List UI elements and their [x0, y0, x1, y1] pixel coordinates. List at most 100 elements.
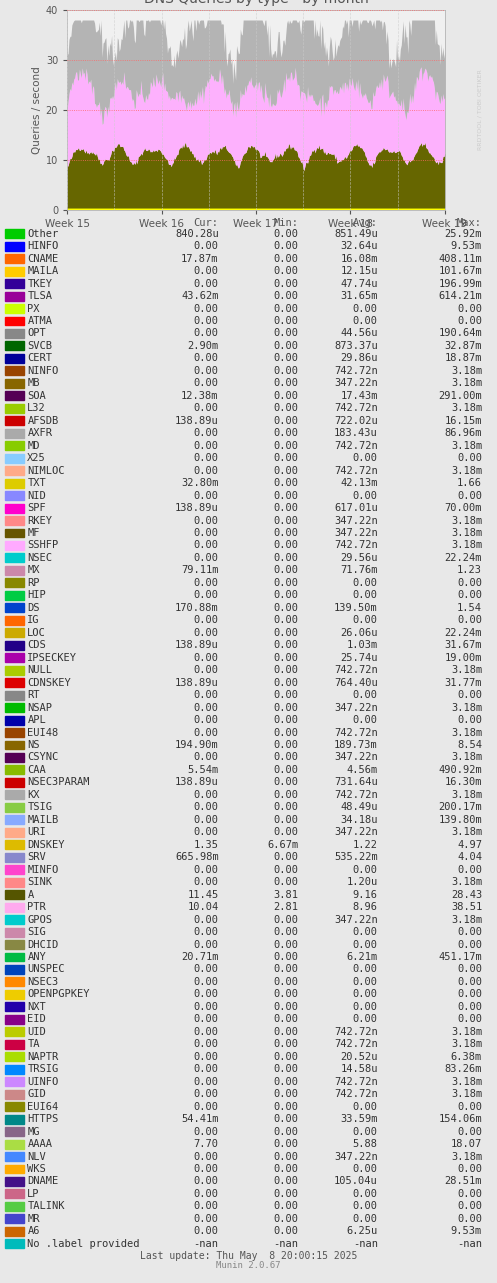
- Text: IPSECKEY: IPSECKEY: [27, 653, 78, 663]
- Text: 16.15m: 16.15m: [445, 416, 482, 426]
- Text: OPT: OPT: [27, 328, 46, 339]
- Text: 0.00: 0.00: [457, 965, 482, 975]
- Text: 0.00: 0.00: [194, 1164, 219, 1174]
- Text: 347.22n: 347.22n: [334, 516, 378, 526]
- Text: 0.00: 0.00: [273, 777, 298, 788]
- Text: 3.18m: 3.18m: [451, 378, 482, 389]
- Bar: [5, 1139, 24, 1148]
- Text: 0.00: 0.00: [353, 316, 378, 326]
- Text: 0.00: 0.00: [273, 740, 298, 751]
- Text: 0.00: 0.00: [457, 616, 482, 625]
- Text: 194.90m: 194.90m: [175, 740, 219, 751]
- Text: 0.00: 0.00: [273, 690, 298, 701]
- Text: 0.00: 0.00: [457, 690, 482, 701]
- Text: 0.00: 0.00: [194, 366, 219, 376]
- Text: 742.72n: 742.72n: [334, 1039, 378, 1049]
- Text: 3.18m: 3.18m: [451, 1039, 482, 1049]
- Text: 32.80m: 32.80m: [181, 479, 219, 488]
- Text: 0.00: 0.00: [273, 416, 298, 426]
- Bar: [5, 653, 24, 662]
- Text: 0.00: 0.00: [353, 453, 378, 463]
- Text: Last update: Thu May  8 20:00:15 2025: Last update: Thu May 8 20:00:15 2025: [140, 1251, 357, 1261]
- Text: MAILA: MAILA: [27, 266, 59, 276]
- Text: 0.00: 0.00: [353, 1189, 378, 1198]
- Text: 4.97: 4.97: [457, 840, 482, 849]
- Text: 0.00: 0.00: [194, 815, 219, 825]
- Text: 0.00: 0.00: [353, 928, 378, 937]
- Text: 0.00: 0.00: [194, 1026, 219, 1037]
- Text: 0.00: 0.00: [273, 353, 298, 363]
- Text: CERT: CERT: [27, 353, 52, 363]
- Text: A: A: [27, 889, 34, 899]
- Text: 0.00: 0.00: [273, 677, 298, 688]
- Text: 190.64m: 190.64m: [438, 328, 482, 339]
- Text: 28.51m: 28.51m: [445, 1177, 482, 1187]
- Text: 0.00: 0.00: [353, 865, 378, 875]
- Text: -nan: -nan: [457, 1239, 482, 1248]
- Bar: [5, 940, 24, 949]
- Text: 0.00: 0.00: [273, 1126, 298, 1137]
- Text: 347.22n: 347.22n: [334, 378, 378, 389]
- Text: 3.18m: 3.18m: [451, 828, 482, 838]
- Text: 196.99m: 196.99m: [438, 278, 482, 289]
- Text: NULL: NULL: [27, 665, 52, 675]
- Text: 32.87m: 32.87m: [445, 341, 482, 352]
- Text: 1.23: 1.23: [457, 566, 482, 575]
- Text: 0.00: 0.00: [194, 1201, 219, 1211]
- Bar: [5, 1015, 24, 1024]
- Bar: [5, 280, 24, 289]
- Text: 0.00: 0.00: [273, 1039, 298, 1049]
- Text: 3.18m: 3.18m: [451, 440, 482, 450]
- Text: 138.89u: 138.89u: [175, 640, 219, 650]
- Text: 0.00: 0.00: [273, 440, 298, 450]
- Text: 83.26m: 83.26m: [445, 1064, 482, 1074]
- Text: 742.72n: 742.72n: [334, 1089, 378, 1100]
- Text: 617.01u: 617.01u: [334, 503, 378, 513]
- Text: NINFO: NINFO: [27, 366, 59, 376]
- Bar: [5, 965, 24, 974]
- Bar: [5, 317, 24, 326]
- Text: TXT: TXT: [27, 479, 46, 488]
- Text: 0.00: 0.00: [457, 865, 482, 875]
- Bar: [5, 777, 24, 786]
- Bar: [5, 828, 24, 837]
- Text: 0.00: 0.00: [273, 603, 298, 613]
- Text: TLSA: TLSA: [27, 291, 52, 302]
- Bar: [5, 341, 24, 350]
- Text: 0.00: 0.00: [353, 1164, 378, 1174]
- Text: SOA: SOA: [27, 391, 46, 400]
- Text: 0.00: 0.00: [353, 1201, 378, 1211]
- Bar: [5, 990, 24, 999]
- Text: 742.72n: 742.72n: [334, 665, 378, 675]
- Text: 0.00: 0.00: [457, 976, 482, 987]
- Text: 0.00: 0.00: [273, 976, 298, 987]
- Text: 851.49u: 851.49u: [334, 228, 378, 239]
- Text: 0.00: 0.00: [273, 665, 298, 675]
- Text: 29.56u: 29.56u: [340, 553, 378, 563]
- Text: 138.89u: 138.89u: [175, 777, 219, 788]
- Text: 138.89u: 138.89u: [175, 677, 219, 688]
- Bar: [5, 716, 24, 725]
- Text: 0.00: 0.00: [273, 341, 298, 352]
- Bar: [5, 1215, 24, 1224]
- Bar: [5, 753, 24, 762]
- Bar: [5, 1227, 24, 1236]
- Text: 8.96: 8.96: [353, 902, 378, 912]
- Text: 0.00: 0.00: [194, 1177, 219, 1187]
- Title: DNS Queries by type - by month: DNS Queries by type - by month: [144, 0, 368, 6]
- Text: SVCB: SVCB: [27, 341, 52, 352]
- Text: CDNSKEY: CDNSKEY: [27, 677, 71, 688]
- Text: MB: MB: [27, 378, 40, 389]
- Text: 0.00: 0.00: [273, 1164, 298, 1174]
- Text: 0.00: 0.00: [194, 653, 219, 663]
- Text: 0.00: 0.00: [353, 1126, 378, 1137]
- Bar: [5, 529, 24, 538]
- Text: 3.18m: 3.18m: [451, 1152, 482, 1161]
- Text: 43.62m: 43.62m: [181, 291, 219, 302]
- Text: 0.00: 0.00: [457, 453, 482, 463]
- Text: 0.00: 0.00: [194, 516, 219, 526]
- Text: Avg:: Avg:: [353, 218, 378, 228]
- Text: 0.00: 0.00: [273, 627, 298, 638]
- Bar: [5, 690, 24, 699]
- Text: 347.22n: 347.22n: [334, 752, 378, 762]
